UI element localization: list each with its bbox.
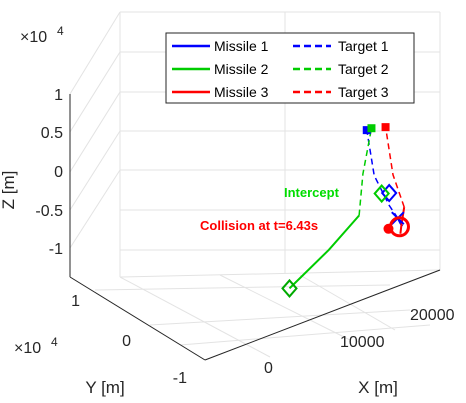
z-exponent-power: 4: [57, 24, 64, 38]
series-line-target-2: [358, 128, 373, 216]
legend-label: Missile 1: [214, 38, 269, 54]
marker-square-target-3: [381, 123, 390, 132]
y-exponent-power: 4: [51, 335, 58, 349]
marker-diamond-target-1: [380, 183, 398, 203]
series-line-target-3: [384, 126, 405, 208]
marker-square-target-2: [367, 124, 376, 133]
marker-square-target-1: [362, 126, 371, 135]
marker-diamond-missile-2: [281, 278, 298, 298]
y-tick-label: 1: [71, 293, 80, 310]
z-axis-label: Z [m]: [0, 171, 18, 210]
x-axis-ticks: 0 10000 20000: [264, 307, 455, 377]
intercept-annotation: Intercept: [284, 185, 340, 200]
z-exponent-base: ×10: [20, 29, 47, 46]
z-tick-label: 0: [54, 164, 63, 181]
y-tick-label: 0: [122, 333, 131, 350]
legend-label: Missile 2: [214, 61, 269, 77]
axis-frame: [69, 94, 441, 361]
y-axis-label: Y [m]: [85, 378, 124, 397]
y-axis-ticks: -1 0 1: [71, 293, 187, 387]
legend-label: Target 1: [338, 38, 389, 54]
legend-label: Target 2: [338, 61, 389, 77]
z-axis-ticks: 1 0.5 0 -0.5 -1: [35, 87, 63, 258]
legend-label: Missile 3: [214, 84, 269, 100]
y-tick-label: -1: [173, 370, 187, 387]
z-exponent-label: ×10 4: [20, 24, 64, 46]
x-axis-label: X [m]: [358, 378, 398, 397]
y-exponent-base: ×10: [14, 340, 41, 357]
x-tick-label: 0: [264, 360, 273, 377]
marker-circle-missile-3: [388, 216, 410, 238]
z-tick-label: 0.5: [41, 125, 63, 142]
x-tick-label: 20000: [410, 307, 455, 324]
legend: Missile 1 Target 1 Missile 2 Target 2 Missil…: [165, 32, 415, 104]
series-line-target-1: [366, 129, 399, 219]
plot-area: [281, 123, 410, 298]
marker-diamond-target-2: [373, 184, 391, 204]
legend-label: Target 3: [338, 84, 389, 100]
z-tick-label: 1: [54, 87, 63, 104]
z-tick-label: -1: [49, 241, 63, 258]
x-tick-label: 10000: [340, 334, 385, 351]
series-line-missile-2: [288, 214, 360, 290]
y-exponent-label: ×10 4: [14, 335, 58, 357]
z-tick-label: -0.5: [35, 203, 63, 220]
collision-annotation: Collision at t=6.43s: [200, 218, 318, 233]
